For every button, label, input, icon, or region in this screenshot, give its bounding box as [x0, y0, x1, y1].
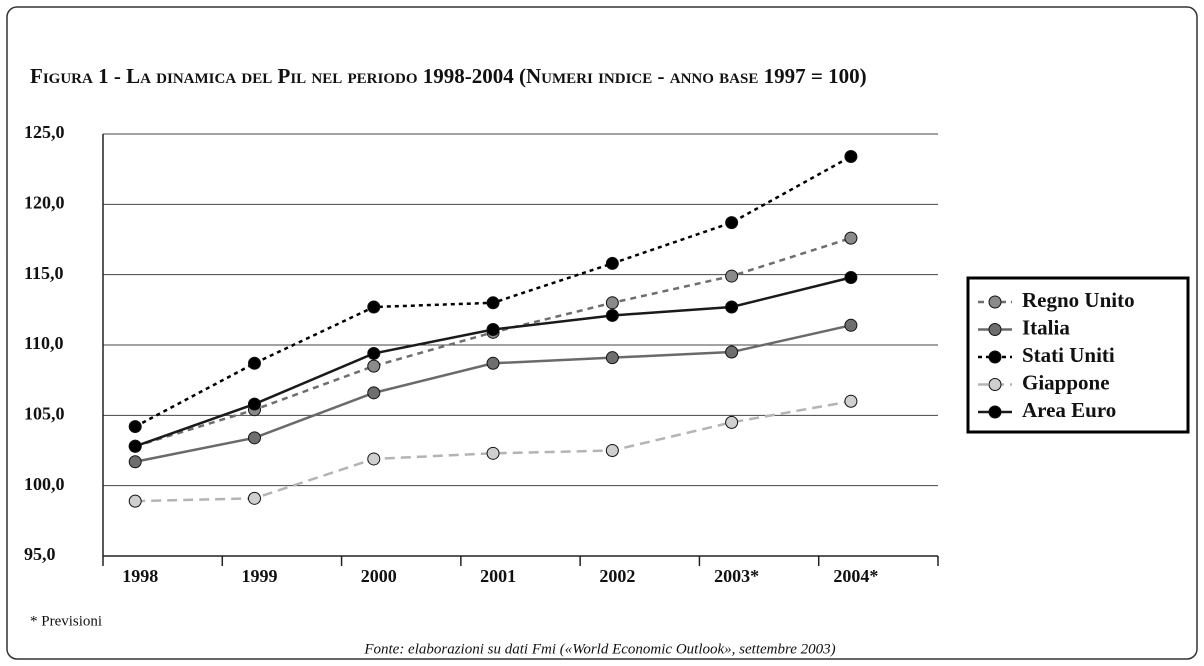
point	[844, 150, 858, 164]
point	[844, 231, 858, 245]
footnote: * Previsioni	[30, 613, 102, 629]
point	[367, 386, 381, 400]
point	[725, 269, 739, 283]
x-tick-label: 2004*	[833, 566, 878, 586]
point	[605, 444, 619, 457]
point	[367, 346, 381, 360]
legend-marker	[988, 323, 1002, 336]
x-tick-label: 2001	[480, 566, 516, 586]
y-tick-label: 120,0	[24, 192, 65, 212]
y-tick-label: 105,0	[24, 403, 65, 423]
legend-label: Stati Uniti	[1022, 343, 1115, 367]
point	[367, 359, 381, 373]
x-tick-label: 2002	[599, 566, 635, 586]
legend-marker	[988, 295, 1002, 309]
point	[247, 431, 261, 445]
legend-marker	[988, 405, 1002, 419]
legend-marker	[988, 378, 1002, 391]
point	[486, 446, 500, 460]
point	[725, 415, 739, 429]
y-tick-label: 100,0	[24, 474, 65, 494]
y-tick-label: 95,0	[24, 544, 56, 564]
point	[844, 394, 858, 408]
x-tick-label: 1999	[241, 566, 277, 586]
point	[605, 308, 619, 322]
point	[128, 439, 142, 453]
point	[128, 494, 142, 508]
legend-marker	[988, 350, 1002, 364]
legend-label: Italia	[1022, 315, 1070, 339]
point	[486, 323, 500, 337]
point	[725, 300, 739, 314]
point	[128, 420, 142, 434]
point	[605, 351, 619, 365]
x-tick-label: 2003*	[714, 566, 759, 586]
legend-box	[966, 276, 1190, 434]
point	[128, 455, 142, 469]
legend-label: Giappone	[1022, 370, 1110, 394]
x-tick-label: 2000	[361, 566, 397, 586]
legend-label: Area Euro	[1022, 398, 1116, 422]
point	[605, 296, 619, 310]
point	[367, 300, 381, 314]
point	[247, 491, 261, 505]
y-tick-label: 125,0	[24, 122, 65, 142]
frame	[6, 6, 1198, 660]
series-line	[134, 324, 852, 463]
point	[844, 270, 858, 284]
y-tick-label: 115,0	[24, 263, 64, 283]
point	[605, 256, 619, 270]
series-line	[134, 155, 852, 428]
point	[367, 452, 381, 466]
point	[844, 318, 858, 332]
point	[725, 216, 739, 230]
y-tick-label: 110,0	[24, 333, 64, 353]
source: Fonte: elaborazioni su dati Fmi («World …	[363, 641, 835, 657]
x-tick-label: 1998	[122, 566, 158, 586]
point	[247, 397, 261, 411]
point	[486, 356, 500, 370]
chart-title: Figura 1 - La dinamica del Pil nel perio…	[30, 64, 867, 88]
point	[247, 356, 261, 370]
point	[486, 296, 500, 310]
point	[725, 345, 739, 359]
legend-label: Regno Unito	[1022, 288, 1135, 312]
